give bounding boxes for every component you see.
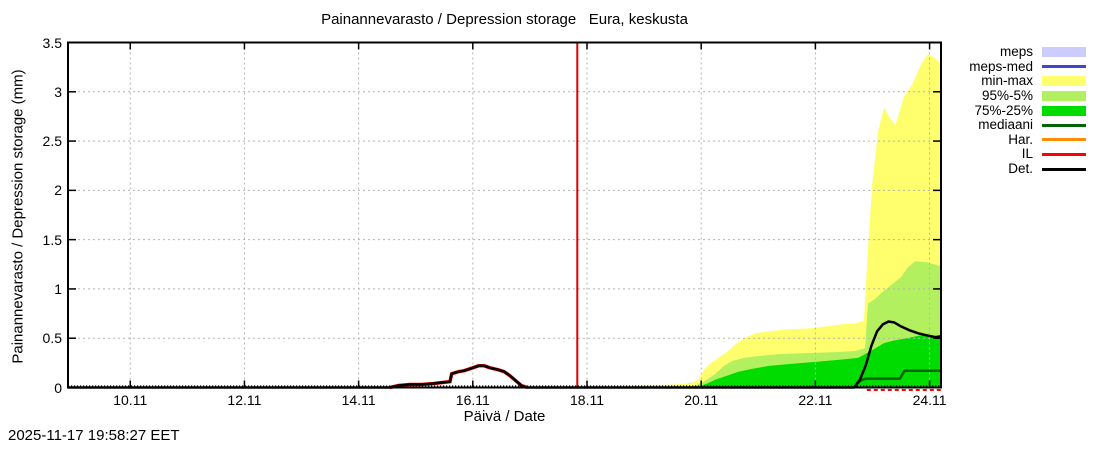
legend-label: 95%-5%: [981, 88, 1033, 104]
legend-label: meps-med: [969, 58, 1033, 74]
legend-item-meps-med: meps-med: [888, 58, 1086, 75]
lines-layer: [68, 320, 942, 391]
x-tick-label: 14.11: [341, 392, 376, 408]
plot-border: [67, 41, 942, 389]
x-tick-label: 20.11: [684, 392, 719, 408]
legend-label: meps: [999, 44, 1033, 60]
y-tick-label: 0.5: [42, 330, 62, 347]
legend-swatch-meps: [1042, 47, 1086, 58]
legend-item-95-5: 95%-5%: [888, 89, 1086, 104]
legend-label: 75%-25%: [974, 102, 1033, 118]
y-tick-label: 2: [54, 182, 62, 199]
legend-label: mediaani: [978, 117, 1033, 133]
legend-item-75-25: 75%-25%: [888, 103, 1086, 118]
y-tick-label: 1.5: [42, 231, 62, 248]
line-Det.: [68, 320, 942, 389]
legend-swatch-95-5: [1042, 91, 1086, 102]
x-tick-label: 16.11: [455, 392, 490, 408]
y-tick-label: 3.5: [42, 34, 62, 51]
legend-label: Det.: [1008, 161, 1033, 177]
legend-label: min-max: [981, 73, 1033, 89]
legend-swatch-il: [1042, 152, 1086, 156]
y-tick-label: 1: [54, 280, 62, 297]
major-ticks: [68, 41, 941, 389]
legend-swatch-har: [1042, 138, 1086, 142]
y-tick-label: 3: [54, 83, 62, 100]
legend-swatch-mediaani: [1042, 123, 1086, 127]
legend-item-mediaani: mediaani: [888, 118, 1086, 133]
x-tick-label: 12.11: [227, 392, 262, 408]
legend-item-det: Det.: [888, 162, 1086, 177]
legend-label: Har.: [1008, 131, 1033, 147]
legend-swatch-meps-med: [1042, 65, 1086, 69]
y-tick-label: 2.5: [42, 133, 62, 150]
y-tick-label: 0: [54, 379, 62, 396]
x-tick-label: 10.11: [113, 392, 148, 408]
legend-item-har: Har.: [888, 131, 1086, 148]
generated-timestamp: 2025-11-17 19:58:27 EET: [8, 427, 180, 444]
x-axis-label: Päivä / Date: [463, 408, 546, 425]
legend-item-min-max: min-max: [888, 74, 1086, 89]
legend: meps meps-med min-max 95%-5% 75%-25% mediaani…: [888, 45, 1086, 176]
legend-label: IL: [1021, 146, 1033, 162]
legend-swatch-det: [1042, 167, 1086, 171]
legend-item-il: IL: [888, 147, 1086, 162]
legend-item-meps: meps: [888, 45, 1086, 60]
x-tick-label: 18.11: [570, 392, 604, 408]
bands-layer: [578, 54, 941, 388]
legend-swatch-75-25: [1042, 105, 1086, 116]
band-75%-25%: [698, 335, 941, 388]
gridlines: [68, 42, 941, 388]
x-tick-label: 24.11: [912, 392, 947, 408]
legend-swatch-min-max: [1042, 76, 1086, 87]
x-tick-label: 22.11: [798, 392, 833, 408]
chart-title: Painannevarasto / Depression storage Eur…: [321, 11, 688, 28]
